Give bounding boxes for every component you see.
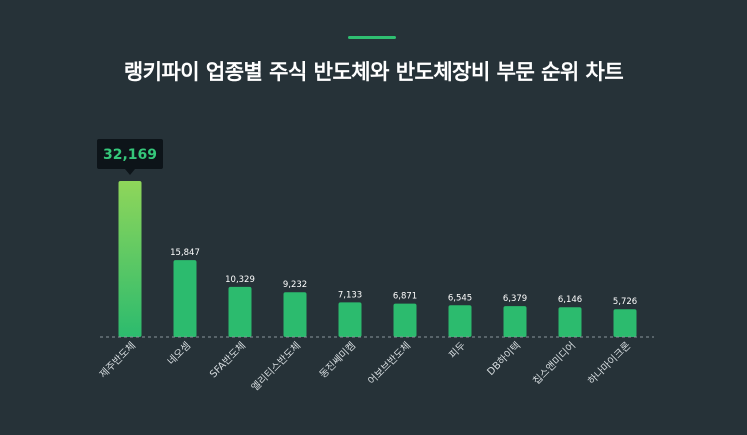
title-accent-line bbox=[348, 36, 396, 39]
value-tooltip-box bbox=[97, 139, 163, 169]
value-label-5: 7,133 bbox=[338, 290, 362, 300]
category-label-7: 피두 bbox=[447, 340, 469, 362]
bar-10 bbox=[613, 309, 637, 337]
value-label-6: 6,871 bbox=[393, 292, 417, 302]
category-label-5: 동진쎄미켐 bbox=[317, 340, 358, 381]
category-label-3: SFA반도체 bbox=[207, 340, 248, 381]
value-label-10: 5,726 bbox=[613, 297, 637, 307]
bar-5 bbox=[338, 302, 362, 337]
value-tooltip: 32,169 bbox=[97, 139, 163, 175]
bar-7 bbox=[448, 305, 472, 337]
bar-1 bbox=[118, 181, 142, 337]
bar-4 bbox=[283, 292, 307, 337]
chart-title: 랭키파이 업종별 주식 반도체와 반도체장비 부문 순위 차트 bbox=[123, 60, 624, 84]
value-label-4: 9,232 bbox=[283, 280, 307, 290]
category-label-8: DB하이텍 bbox=[484, 339, 523, 378]
category-label-2: 네오셈 bbox=[165, 340, 193, 368]
value-label-3: 10,329 bbox=[225, 275, 255, 285]
bar-8 bbox=[503, 306, 527, 337]
value-label-2: 15,847 bbox=[170, 248, 200, 258]
category-label-9: 칩스앤미디어 bbox=[531, 340, 579, 388]
bar-9 bbox=[558, 307, 582, 337]
value-label-8: 6,379 bbox=[503, 294, 527, 304]
category-label-4: 엘리티스반도체 bbox=[248, 339, 303, 394]
bar-6 bbox=[393, 303, 417, 337]
value-label-7: 6,545 bbox=[448, 293, 472, 303]
value-label-9: 6,146 bbox=[558, 295, 582, 305]
category-label-10: 하나마이크론 bbox=[585, 339, 633, 387]
bar-2 bbox=[173, 260, 197, 337]
value-tooltip-pointer bbox=[125, 169, 135, 175]
bar-3 bbox=[228, 286, 252, 337]
value-label-1: 32,169 bbox=[103, 147, 157, 163]
category-label-1: 제주반도체 bbox=[97, 340, 138, 381]
category-label-6: 어보브반도체 bbox=[366, 340, 414, 388]
